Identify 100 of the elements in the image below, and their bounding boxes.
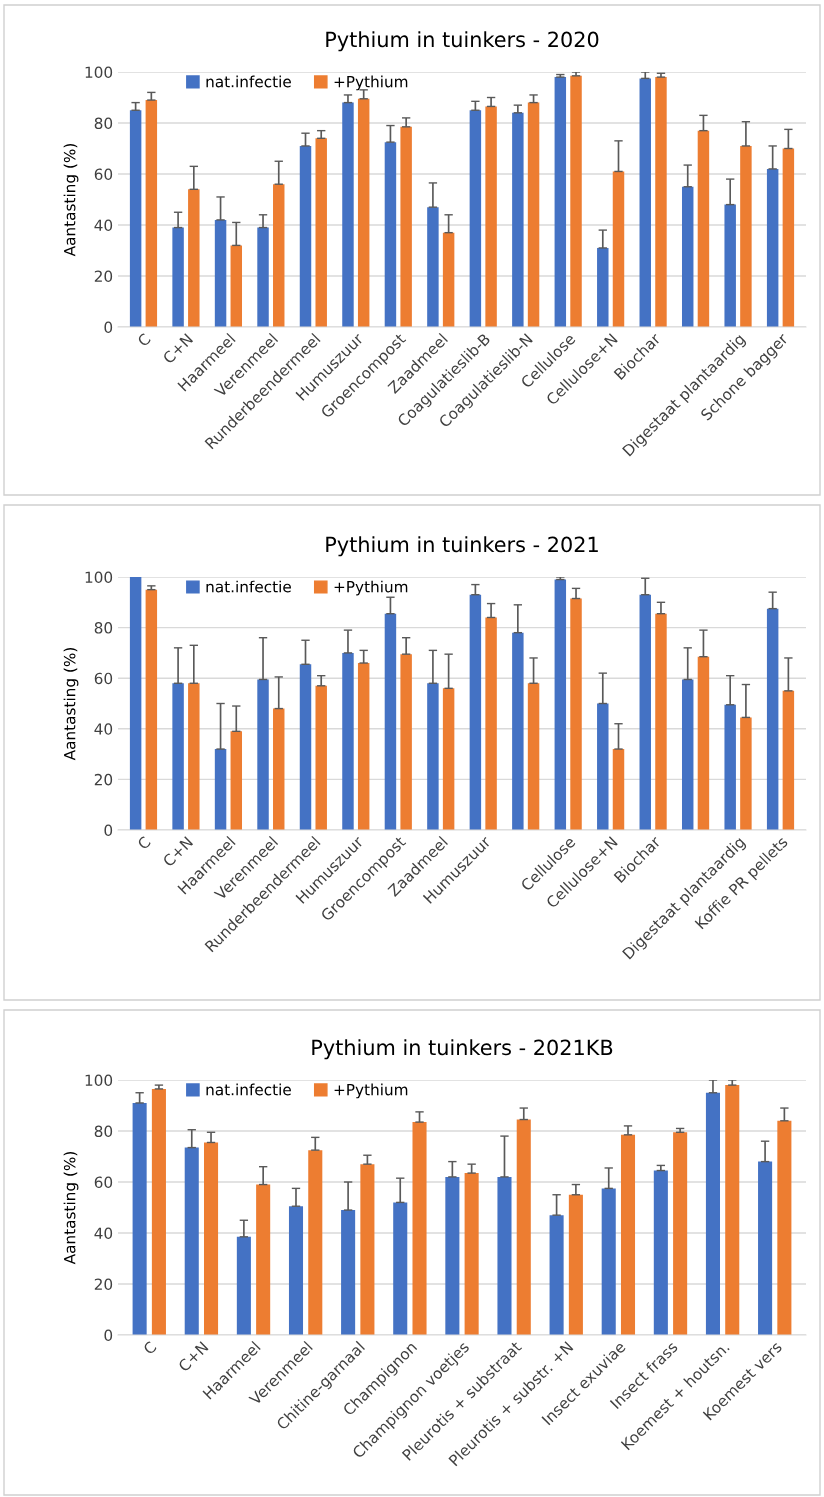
- bar: [724, 204, 736, 327]
- bar: [639, 594, 651, 830]
- bar: [497, 1176, 512, 1335]
- bar: [257, 679, 269, 830]
- legend-label: nat.infectie: [206, 580, 291, 593]
- bar: [145, 589, 158, 830]
- y-axis-title: Aantasting (%): [63, 1151, 79, 1265]
- bar: [151, 1088, 166, 1335]
- bar: [527, 683, 540, 830]
- y-tick-label: 80: [94, 1125, 113, 1138]
- bar: [129, 110, 142, 327]
- bar: [188, 189, 200, 327]
- y-axis-title: Aantasting (%): [63, 143, 79, 257]
- y-tick-label: 40: [94, 723, 113, 735]
- bar: [554, 77, 567, 327]
- bar: [342, 102, 354, 327]
- bar: [681, 186, 694, 327]
- y-tick-label: 80: [94, 622, 113, 634]
- bar: [570, 75, 582, 327]
- bar: [673, 1132, 688, 1335]
- bar: [597, 703, 609, 830]
- bar: [129, 577, 142, 830]
- bar: [273, 184, 285, 327]
- bar: [341, 1210, 356, 1335]
- bar: [639, 78, 651, 327]
- bar: [384, 142, 397, 327]
- bar: [257, 227, 269, 327]
- y-tick-label: 60: [94, 1176, 113, 1189]
- bar: [612, 171, 625, 327]
- bar: [445, 1176, 460, 1335]
- y-tick-label: 0: [104, 824, 113, 837]
- bar: [512, 112, 524, 327]
- y-tick-label: 0: [104, 321, 113, 334]
- bar: [188, 683, 200, 830]
- bar: [782, 148, 795, 327]
- bar: [400, 126, 412, 327]
- bar: [758, 1161, 773, 1335]
- bar: [204, 1142, 219, 1335]
- bar: [512, 632, 524, 830]
- bar: [697, 656, 710, 830]
- x-tick-label: C: [136, 332, 152, 348]
- bar: [315, 138, 327, 327]
- bar: [236, 1236, 251, 1335]
- bar: [601, 1188, 616, 1335]
- legend-label: nat.infectie: [206, 75, 291, 88]
- bar: [653, 1170, 668, 1335]
- y-tick-label: 40: [94, 219, 113, 232]
- bar: [464, 1173, 479, 1335]
- bar: [485, 106, 497, 327]
- bar: [725, 1085, 740, 1335]
- bar: [412, 1122, 427, 1335]
- bar: [400, 654, 412, 830]
- y-tick-label: 60: [94, 672, 113, 685]
- bar: [705, 1092, 720, 1335]
- bar: [740, 717, 752, 830]
- bar: [145, 100, 158, 327]
- y-tick-label: 40: [94, 1227, 113, 1240]
- legend-label: +Pythium: [334, 580, 408, 596]
- legend-label: nat.infectie: [206, 1083, 291, 1096]
- y-tick-label: 0: [104, 1329, 113, 1342]
- bar: [172, 227, 184, 327]
- bar: [288, 1206, 304, 1335]
- bar: [357, 663, 370, 830]
- bar: [230, 731, 243, 830]
- bar: [655, 77, 667, 327]
- y-tick-label: 80: [94, 117, 113, 130]
- bar: [299, 664, 312, 830]
- legend-label: +Pythium: [334, 1083, 408, 1099]
- bar: [315, 685, 327, 830]
- bar: [427, 683, 439, 830]
- bar: [724, 704, 736, 830]
- bar: [549, 1215, 564, 1335]
- chart-title: Pythium in tuinkers - 2021: [326, 536, 598, 557]
- bar: [777, 1120, 792, 1335]
- bar: [740, 145, 752, 327]
- bar: [384, 613, 397, 830]
- bar: [442, 688, 455, 830]
- bar: [442, 232, 455, 327]
- bar: [597, 247, 609, 327]
- bar: [230, 245, 243, 327]
- bar: [214, 749, 227, 830]
- bar: [782, 690, 795, 830]
- bar: [360, 1164, 375, 1335]
- bar: [308, 1150, 323, 1335]
- bar: [766, 608, 779, 830]
- chart-title: Pythium in tuinkers - 2021KB: [312, 1039, 613, 1060]
- bar: [427, 207, 439, 327]
- bar: [527, 102, 540, 327]
- bar: [256, 1184, 271, 1335]
- y-axis-title: Aantasting (%): [63, 647, 79, 761]
- y-tick-label: 20: [94, 270, 113, 283]
- y-tick-label: 100: [85, 1074, 113, 1087]
- y-tick-label: 20: [94, 1278, 113, 1291]
- bar: [342, 652, 354, 830]
- bar: [184, 1147, 199, 1335]
- bar: [570, 598, 582, 830]
- bar: [766, 168, 779, 327]
- bar: [273, 708, 285, 830]
- bar: [469, 594, 482, 830]
- y-tick-label: 100: [85, 571, 113, 584]
